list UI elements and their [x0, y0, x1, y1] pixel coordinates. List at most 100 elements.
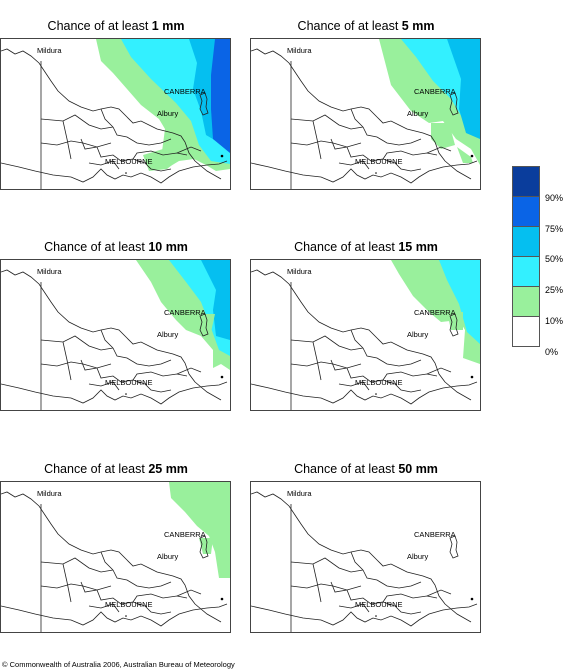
probability-shading — [391, 260, 480, 364]
rainfall-map: Mildura CANBERRA Albury MELBOURNE — [0, 38, 231, 190]
place-label-mildura: Mildura — [287, 267, 312, 276]
map-boundaries — [251, 48, 478, 189]
region-boundary — [362, 347, 422, 367]
place-label-melbourne: MELBOURNE — [105, 378, 153, 387]
panel-title-prefix: Chance of at least — [297, 19, 402, 33]
place-label-mildura: Mildura — [37, 267, 62, 276]
city-marker — [375, 393, 377, 395]
place-label-albury: Albury — [157, 552, 179, 561]
legend-swatch-50 — [512, 226, 540, 257]
city-marker — [220, 375, 224, 379]
probability-region — [439, 260, 480, 344]
region-boundary — [176, 589, 202, 597]
legend-swatch-90 — [512, 166, 540, 197]
region-boundary — [40, 335, 114, 351]
legend-tick-10: 10% — [545, 316, 564, 326]
map-canvas: Mildura CANBERRA Albury MELBOURNE — [1, 39, 230, 189]
map-canvas: Mildura CANBERRA Albury MELBOURNE — [251, 39, 480, 189]
act-border — [199, 313, 209, 337]
place-label-melbourne: MELBOURNE — [355, 378, 403, 387]
place-label-melbourne: MELBOURNE — [105, 157, 153, 166]
panel-title: Chance of at least 5 mm — [250, 16, 482, 36]
map-canvas: Mildura CANBERRA Albury MELBOURNE — [1, 260, 230, 410]
region-boundary — [96, 367, 146, 385]
map-canvas: Mildura CANBERRA Albury MELBOURNE — [1, 482, 230, 632]
place-label-albury: Albury — [407, 552, 429, 561]
place-label-canberra: CANBERRA — [164, 87, 206, 96]
region-boundary — [112, 347, 172, 367]
place-label-mildura: Mildura — [287, 489, 312, 498]
city-marker — [125, 172, 127, 174]
probability-shading — [379, 39, 480, 165]
city-marker — [470, 375, 474, 379]
probability-shading — [169, 482, 230, 578]
region-boundary — [312, 563, 322, 603]
region-boundary — [132, 593, 188, 603]
rainfall-map: Mildura CANBERRA Albury MELBOURNE — [250, 481, 481, 633]
place-label-albury: Albury — [157, 109, 179, 118]
city-marker — [470, 597, 474, 601]
region-boundary — [338, 160, 370, 170]
panel-title-amount: 15 mm — [398, 240, 438, 254]
region-boundary — [290, 140, 362, 148]
legend-swatch-10 — [512, 286, 540, 317]
map-boundaries — [1, 48, 228, 189]
region-boundary — [290, 335, 364, 351]
legend-tick-0: 0% — [545, 347, 559, 357]
panel-title-prefix: Chance of at least — [47, 19, 152, 33]
panel-title-amount: 1 mm — [151, 19, 185, 33]
coastline — [251, 381, 478, 405]
region-boundary — [362, 569, 422, 589]
panel-title-amount: 25 mm — [148, 462, 188, 476]
region-boundary — [346, 589, 396, 607]
map-boundaries — [1, 491, 228, 632]
region-boundary — [312, 341, 322, 381]
region-boundary — [100, 108, 114, 128]
map-canvas: Mildura CANBERRA Albury MELBOURNE — [251, 489, 478, 632]
region-boundary — [144, 383, 172, 393]
region-boundary — [62, 341, 72, 381]
coastline — [251, 160, 478, 184]
region-boundary — [382, 150, 438, 160]
state-border — [1, 491, 222, 623]
place-label-mildura: Mildura — [37, 489, 62, 498]
region-boundary — [100, 551, 114, 571]
region-boundary — [132, 371, 188, 381]
region-boundary — [96, 146, 146, 164]
place-label-mildura: Mildura — [37, 46, 62, 55]
probability-shading — [136, 260, 230, 370]
place-label-melbourne: MELBOURNE — [355, 600, 403, 609]
legend-swatch-0 — [512, 316, 540, 347]
coastline — [1, 381, 228, 405]
region-boundary — [382, 371, 438, 381]
region-boundary — [80, 138, 98, 150]
region-boundary — [100, 329, 114, 349]
region-boundary — [338, 603, 370, 613]
panel-title-amount: 5 mm — [401, 19, 435, 33]
probability-region — [199, 538, 213, 554]
region-boundary — [40, 114, 114, 130]
probability-region — [457, 147, 473, 163]
probability-region — [211, 39, 230, 153]
region-boundary — [88, 603, 120, 613]
city-marker — [220, 154, 224, 158]
region-boundary — [132, 150, 188, 160]
state-border — [251, 491, 472, 623]
panel-title-prefix: Chance of at least — [44, 240, 149, 254]
place-label-canberra: CANBERRA — [164, 308, 206, 317]
city-marker — [125, 615, 127, 617]
region-boundary — [80, 581, 98, 593]
region-boundary — [346, 367, 396, 385]
state-border — [1, 48, 222, 180]
region-boundary — [312, 120, 322, 160]
region-boundary — [40, 361, 112, 369]
map-boundaries — [251, 269, 478, 410]
panel-title-prefix: Chance of at least — [44, 462, 149, 476]
city-marker — [375, 615, 377, 617]
place-label-canberra: CANBERRA — [164, 530, 206, 539]
panel-title: Chance of at least 10 mm — [0, 237, 232, 257]
region-boundary — [40, 583, 112, 591]
region-boundary — [394, 605, 422, 615]
map-canvas: Mildura CANBERRA Albury MELBOURNE — [251, 260, 480, 410]
region-boundary — [96, 589, 146, 607]
